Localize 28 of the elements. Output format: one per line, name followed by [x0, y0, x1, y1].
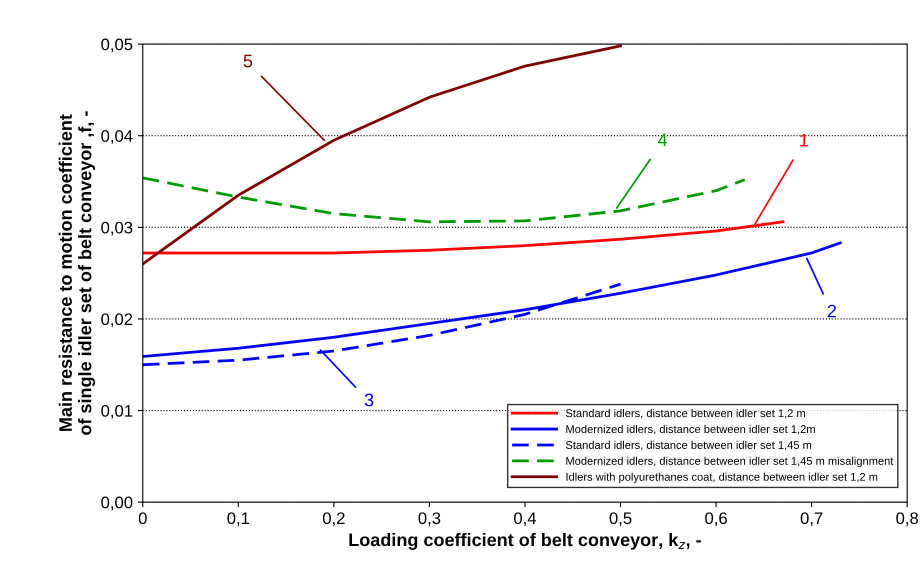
legend-label: Standard idlers, distance between idler set 1,45 m: [566, 440, 812, 450]
y-axis-title: Main resistance to motion coefficient of single idler set of belt conveyor ,f, -: [58, 111, 96, 435]
y-tick-label: 0,01: [101, 404, 132, 419]
x-tick-label: 0,5: [610, 512, 632, 526]
annotation: 4: [658, 134, 668, 146]
annotation: 1: [800, 134, 808, 146]
x-tick-label: 0,3: [418, 512, 440, 526]
legend-label: Standard idlers, distance between idler set 1,2 m: [566, 408, 805, 418]
y-tick-label: 0,02: [101, 313, 132, 328]
annotation: 2: [828, 304, 836, 318]
x-tick-label: 0,1: [227, 512, 250, 526]
y-tick-label: 0,00: [101, 496, 132, 510]
x-tick-label: 0,4: [514, 512, 536, 526]
x-tick-label: 0,6: [705, 512, 727, 526]
x-tick-label: 0,8: [896, 512, 918, 526]
legend-label: Modernized idlers, distance between idler set 1,45 m misalignment: [566, 456, 894, 468]
x-tick-label: 0: [138, 512, 147, 524]
legend-label: Modernized idlers, distance between idler set 1,2m: [566, 424, 815, 434]
line-series: [142, 44, 622, 266]
legend-label: Idlers with polyurethanes coat, distance between idler set 1,2 m: [566, 472, 878, 483]
x-tick-label: 0,7: [800, 512, 822, 526]
y-tick-label: 0,03: [101, 222, 132, 236]
annotation: 3: [364, 394, 374, 406]
x-tick-label: 0,2: [322, 512, 345, 526]
x-axis-title: Loading coefficient of belt conveyor, k$_{z}$, -: [349, 532, 701, 550]
annotation: 5: [244, 54, 252, 68]
y-tick-label: 0,04: [101, 130, 133, 144]
y-tick-label: 0,05: [101, 38, 132, 52]
